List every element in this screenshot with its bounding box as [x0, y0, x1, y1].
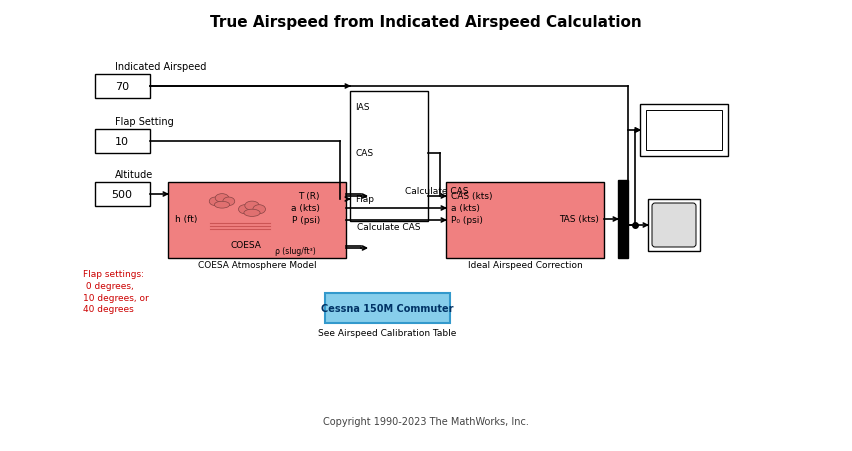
Ellipse shape: [216, 194, 229, 202]
Text: COESA Atmosphere Model: COESA Atmosphere Model: [198, 260, 316, 269]
Text: Cessna 150M Commuter: Cessna 150M Commuter: [321, 304, 454, 313]
Bar: [95, 183, 150, 207]
Text: CAS (kts): CAS (kts): [451, 192, 492, 201]
Text: Indicated Airspeed: Indicated Airspeed: [115, 62, 206, 72]
Bar: [350, 92, 428, 221]
Ellipse shape: [215, 202, 230, 209]
Bar: [618, 180, 628, 258]
Text: TAS (kts): TAS (kts): [559, 215, 599, 224]
Bar: [446, 183, 604, 258]
Bar: [95, 130, 150, 154]
Bar: [640, 105, 728, 156]
Bar: [95, 75, 150, 99]
Bar: [168, 183, 346, 258]
Text: Ideal Airspeed Correction: Ideal Airspeed Correction: [468, 260, 583, 269]
Ellipse shape: [223, 198, 235, 206]
Text: 70: 70: [115, 82, 129, 92]
Bar: [646, 111, 722, 151]
Text: T (R): T (R): [298, 192, 320, 201]
Text: 10: 10: [115, 137, 129, 147]
Text: Calculate CAS: Calculate CAS: [357, 223, 421, 232]
Text: ρ (slug/ft³): ρ (slug/ft³): [275, 247, 316, 256]
Text: a (kts): a (kts): [291, 204, 320, 213]
Text: IAS: IAS: [355, 102, 370, 111]
Text: Calculate CAS: Calculate CAS: [406, 186, 469, 195]
Text: See Airspeed Calibration Table: See Airspeed Calibration Table: [319, 329, 457, 338]
Text: P₀ (psi): P₀ (psi): [451, 216, 483, 225]
Text: Copyright 1990-2023 The MathWorks, Inc.: Copyright 1990-2023 The MathWorks, Inc.: [323, 416, 529, 426]
Text: CAS: CAS: [355, 149, 373, 158]
Text: COESA: COESA: [230, 241, 261, 250]
FancyBboxPatch shape: [652, 203, 696, 248]
Ellipse shape: [210, 198, 222, 206]
Ellipse shape: [244, 210, 260, 217]
Text: a (kts): a (kts): [451, 204, 480, 213]
Text: 500: 500: [112, 189, 133, 199]
Text: Flap Setting: Flap Setting: [115, 117, 174, 127]
Text: Altitude: Altitude: [115, 170, 153, 179]
Text: P (psi): P (psi): [291, 216, 320, 225]
Text: True Airspeed from Indicated Airspeed Calculation: True Airspeed from Indicated Airspeed Ca…: [210, 14, 642, 29]
Ellipse shape: [253, 205, 266, 214]
Ellipse shape: [239, 205, 251, 214]
Bar: [325, 293, 450, 323]
Text: Flap: Flap: [355, 195, 374, 204]
Ellipse shape: [245, 202, 259, 211]
Text: Flap settings:
 0 degrees,
10 degrees, or
40 degrees: Flap settings: 0 degrees, 10 degrees, or…: [83, 269, 149, 314]
Text: h (ft): h (ft): [175, 215, 198, 224]
Bar: [648, 199, 700, 252]
